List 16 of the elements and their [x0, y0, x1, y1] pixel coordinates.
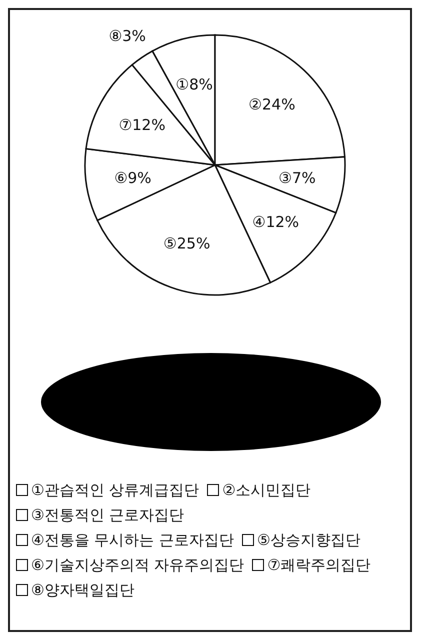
legend-label: ⑥기술지상주의적 자유주의집단 — [30, 555, 244, 576]
data-label: ①8% — [176, 75, 213, 94]
legend-label: ⑤상승지향집단 — [256, 530, 360, 551]
data-label: ⑧3% — [108, 26, 146, 45]
data-label: ⑦12% — [118, 116, 166, 134]
data-label: ④12% — [252, 212, 300, 231]
data-label: ⑥9% — [114, 169, 152, 188]
legend-label: ③전통적인 근로자집단 — [30, 505, 184, 526]
legend-label: ⑧양자택일집단 — [30, 580, 134, 601]
data-label: ⑤25% — [163, 234, 210, 252]
legend-label: ⑦쾌락주의집단 — [266, 555, 371, 576]
legend-label: ②소시민집단 — [221, 480, 311, 501]
data-label: ③7% — [278, 169, 316, 188]
data-label: ②24% — [248, 95, 296, 114]
legend-label: ④전통을 무시하는 근로자집단 — [30, 530, 234, 551]
legend-label: ①관습적인 상류계급집단 — [30, 480, 200, 501]
